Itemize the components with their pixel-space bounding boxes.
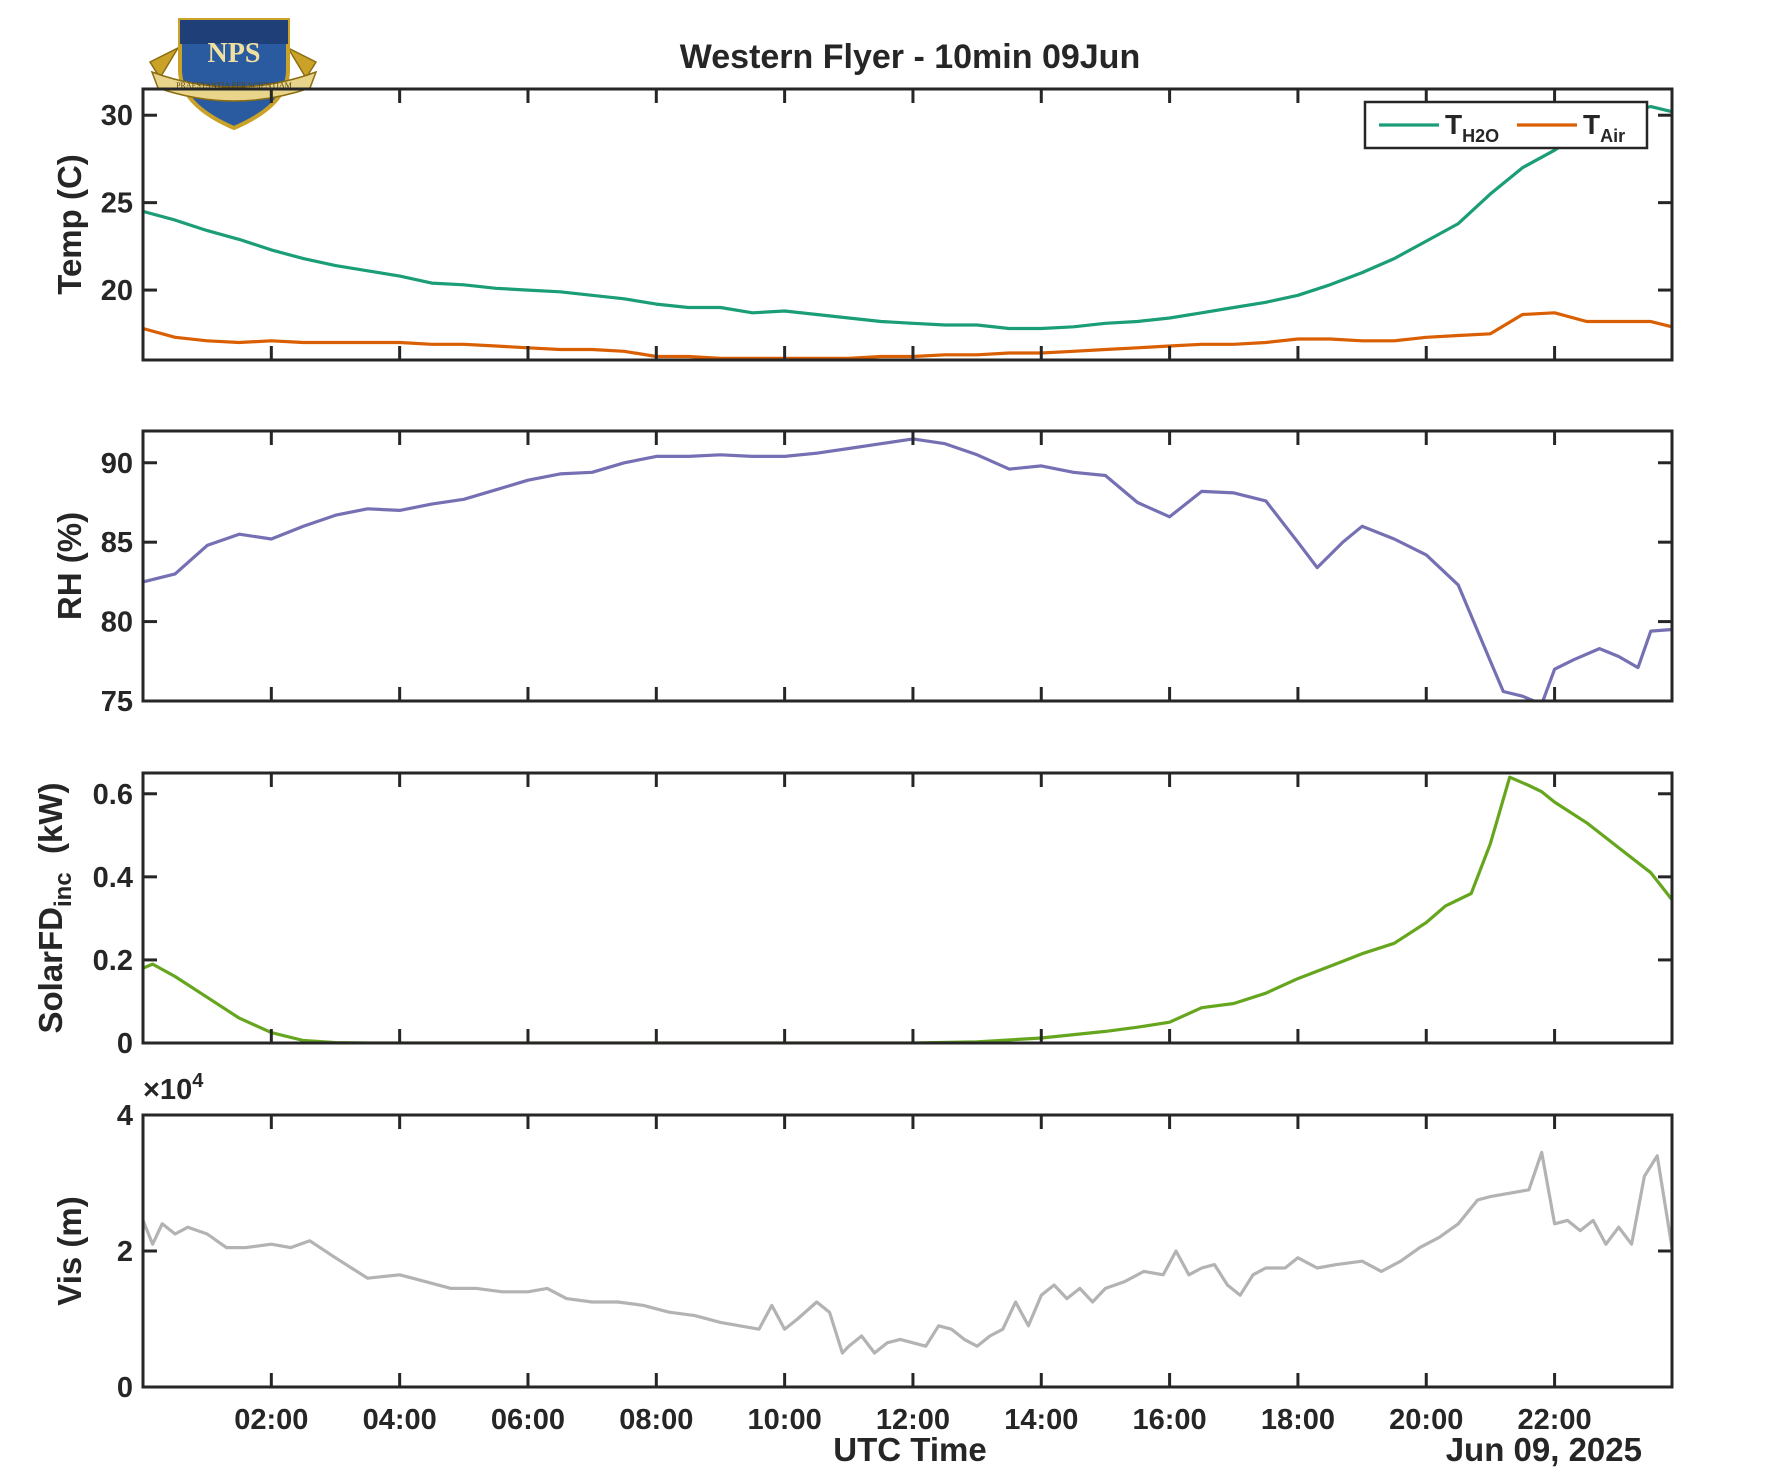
series-line-humidity-0 <box>143 437 1672 701</box>
y-tick-label: 75 <box>101 686 133 718</box>
x-tick-label: 22:00 <box>1517 1404 1591 1436</box>
y-tick-label: 20 <box>101 275 133 307</box>
axes-frame <box>141 87 1674 362</box>
x-tick-label: 18:00 <box>1261 1404 1335 1436</box>
panel-visibility: 0 2 4 Vis (m) ×104 02:00 04:00 06:00 08:00 10:00 1… <box>51 1070 1674 1436</box>
y-tick-label: 90 <box>101 448 133 480</box>
y-tick-label: 0 <box>117 1372 133 1404</box>
y-tick-label: 0.6 <box>93 779 133 811</box>
x-tick-label: 06:00 <box>491 1404 565 1436</box>
x-tick-label: 08:00 <box>619 1404 693 1436</box>
series-line-visibility-0 <box>143 1150 1672 1355</box>
series-line-temperature-0 <box>143 104 1672 331</box>
axes-frame <box>141 771 1674 1045</box>
x-tick-label: 14:00 <box>1004 1404 1078 1436</box>
y-tick-label: 2 <box>117 1236 133 1268</box>
y-tick-label: 30 <box>101 100 133 132</box>
x-tick-label: 12:00 <box>876 1404 950 1436</box>
y-tick-label: 80 <box>101 607 133 639</box>
y-tick-label: 85 <box>101 527 133 559</box>
legend-box <box>1363 100 1649 150</box>
nps-logo: NPS PRAESTANTIA PER SCIENTIAM <box>148 18 318 131</box>
y-tick-label: 0.4 <box>93 862 133 894</box>
y-tick-label: 0.2 <box>93 945 133 977</box>
logo-motto: PRAESTANTIA PER SCIENTIAM <box>176 81 292 90</box>
panel-solar: 0 0.2 0.4 0.6 SolarFDinc (kW) <box>32 771 1674 1060</box>
legend-entry: TH2O <box>1445 109 1499 146</box>
y-tick-label: 25 <box>101 188 133 220</box>
y-axis-label: Vis (m) <box>51 1196 88 1305</box>
x-tick-label: 02:00 <box>234 1404 308 1436</box>
y-axis-label: Temp (C) <box>51 154 88 295</box>
y-axis-label: SolarFDinc (kW) <box>32 782 77 1033</box>
y-axis-exponent: ×104 <box>143 1070 204 1106</box>
series-line-solar-0 <box>143 775 1672 1043</box>
y-axis-label: RH (%) <box>51 512 88 620</box>
y-tick-label: 0 <box>117 1028 133 1060</box>
axes-frame <box>141 429 1674 703</box>
panel-humidity: 75 80 85 90 RH (%) <box>51 429 1674 718</box>
series-line-temperature-1 <box>143 311 1672 360</box>
legend-entry: TAir <box>1583 109 1625 146</box>
x-tick-label: 04:00 <box>363 1404 437 1436</box>
x-tick-label: 10:00 <box>748 1404 822 1436</box>
x-axis-label: UTC Time <box>833 1431 986 1468</box>
y-tick-label: 4 <box>117 1100 133 1132</box>
x-axis-date-label: Jun 09, 2025 <box>1446 1431 1642 1468</box>
logo-text: NPS <box>208 38 261 69</box>
axes-frame <box>141 1113 1674 1389</box>
x-tick-label: 20:00 <box>1389 1404 1463 1436</box>
x-tick-label: 16:00 <box>1133 1404 1207 1436</box>
chart-title: Western Flyer - 10min 09Jun <box>680 38 1140 76</box>
legend: TH2O TAir <box>1363 100 1649 150</box>
panel-temperature: 20 25 30 Temp (C) TH2O TAir <box>51 87 1674 362</box>
